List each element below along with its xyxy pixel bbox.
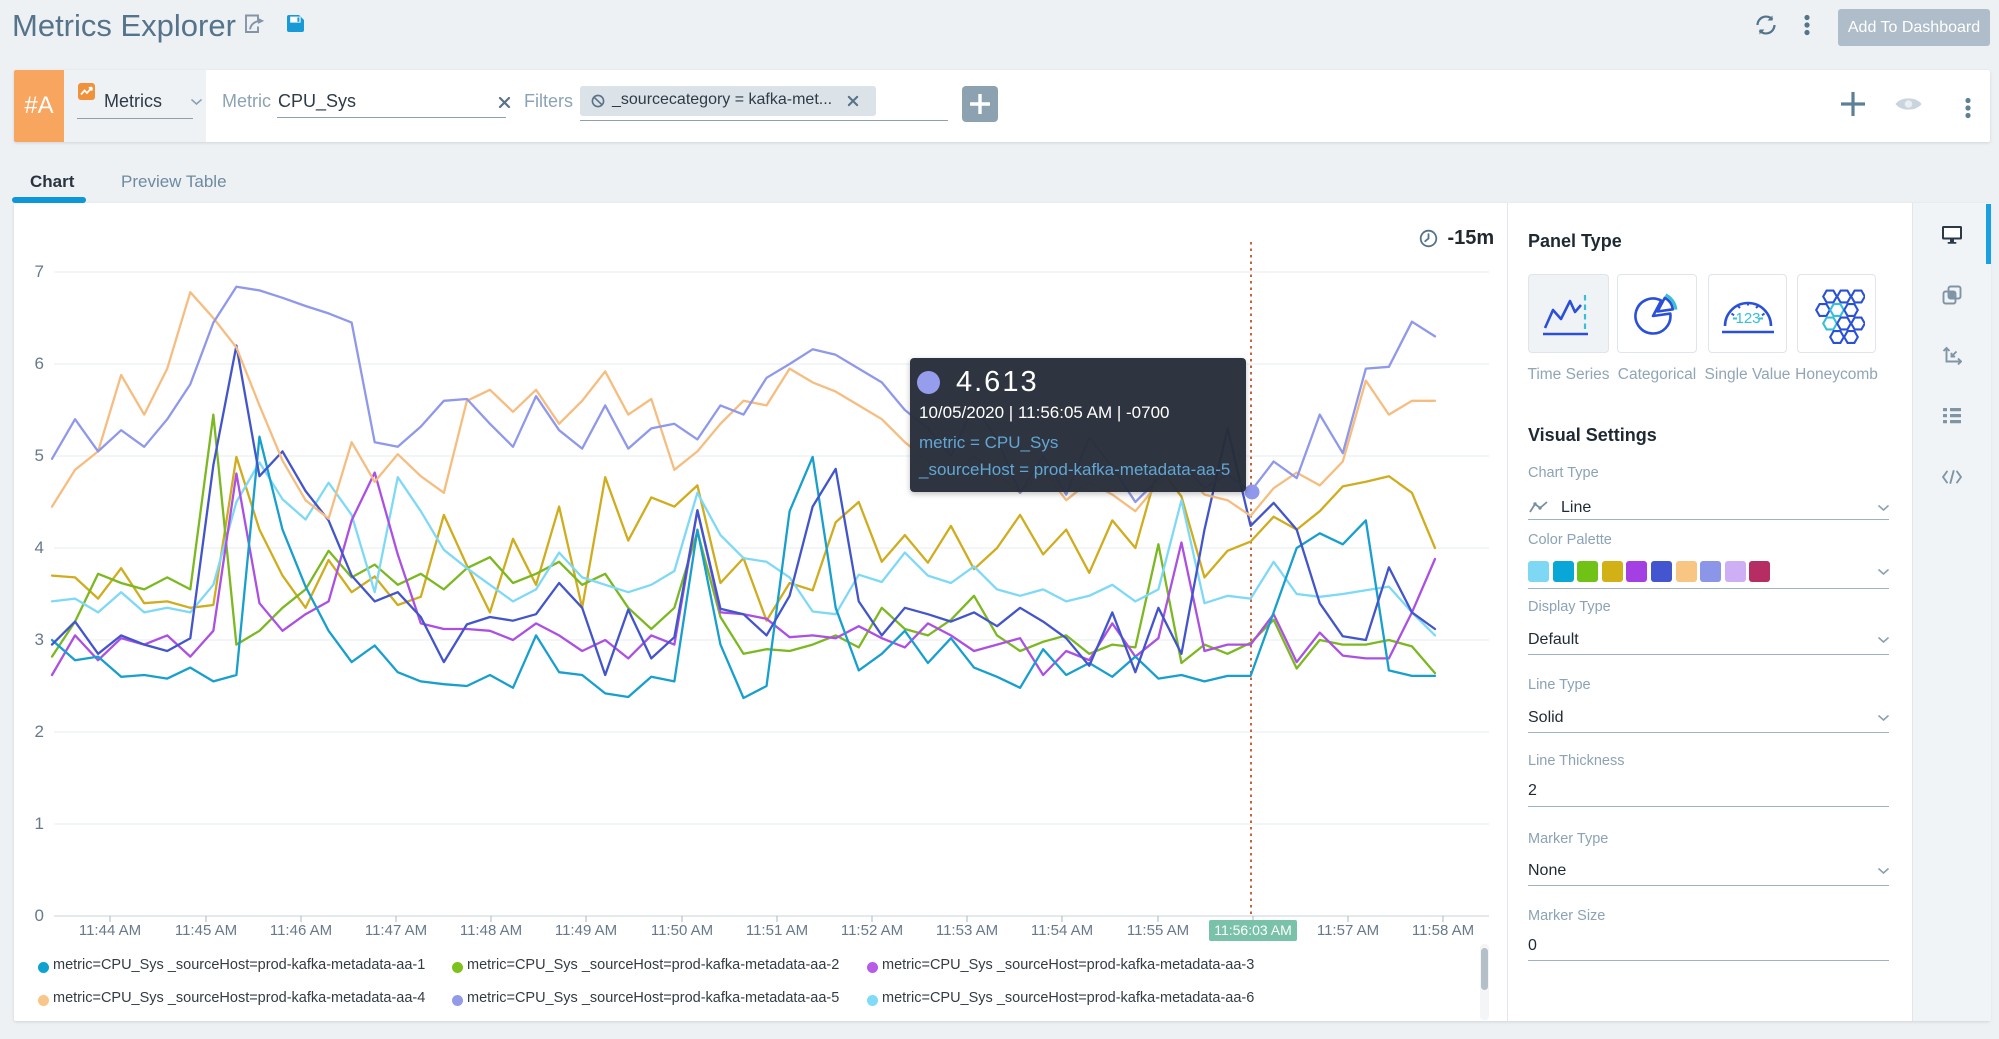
svg-text:123: 123 [1735, 310, 1760, 327]
